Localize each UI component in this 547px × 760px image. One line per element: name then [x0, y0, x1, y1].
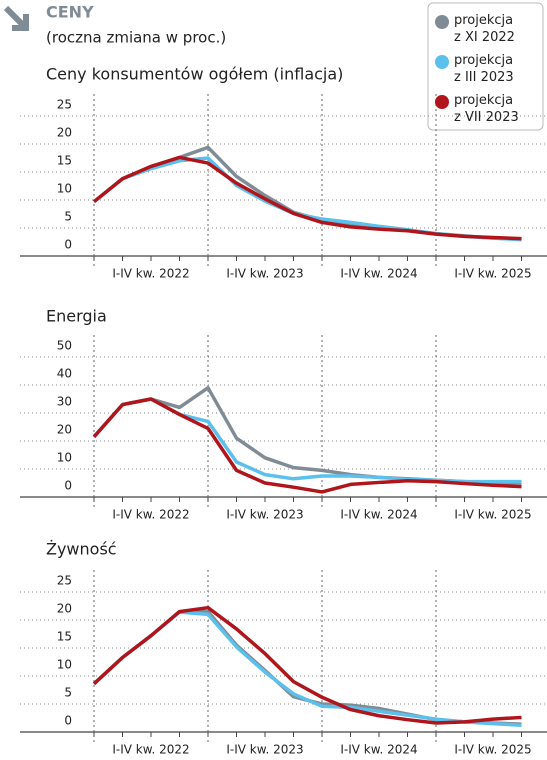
arrow-icon — [3, 5, 29, 31]
x-group-label: I-IV kw. 2024 — [340, 508, 417, 522]
series-line — [92, 156, 522, 242]
series-line — [92, 605, 522, 725]
series-line — [92, 397, 522, 494]
x-group-label: I-IV kw. 2024 — [340, 743, 417, 757]
y-tick-label: 10 — [57, 182, 72, 196]
y-tick-label: 20 — [57, 602, 72, 616]
y-tick-label: 20 — [57, 126, 72, 140]
y-tick-label: 25 — [57, 574, 72, 588]
y-tick-label: 50 — [57, 339, 72, 353]
y-tick-label: 10 — [57, 451, 72, 465]
header-title: CENY — [46, 3, 94, 22]
y-tick-label: 0 — [64, 479, 72, 493]
y-tick-label: 5 — [64, 210, 72, 224]
legend-label: projekcja z VII 2023 — [454, 93, 519, 125]
x-group-label: I-IV kw. 2022 — [112, 508, 189, 522]
legend-box — [427, 2, 544, 131]
series-line — [92, 155, 522, 241]
y-tick-label: 0 — [64, 238, 72, 252]
legend-marker — [435, 55, 449, 69]
x-group-label: I-IV kw. 2022 — [112, 267, 189, 281]
legend-label: projekcja z III 2023 — [454, 53, 517, 85]
chart-title: Żywność — [46, 540, 117, 559]
y-tick-label: 15 — [57, 630, 72, 644]
y-tick-label: 10 — [57, 658, 72, 672]
y-tick-label: 40 — [57, 367, 72, 381]
x-group-label: I-IV kw. 2025 — [454, 743, 531, 757]
chart-title: Ceny konsumentów ogółem (inflacja) — [46, 65, 343, 84]
x-group-label: I-IV kw. 2023 — [226, 743, 303, 757]
x-group-label: I-IV kw. 2023 — [226, 508, 303, 522]
x-group-label: I-IV kw. 2024 — [340, 267, 417, 281]
y-tick-label: 20 — [57, 423, 72, 437]
x-group-label: I-IV kw. 2025 — [454, 508, 531, 522]
header-subtitle: (roczna zmiana w proc.) — [46, 29, 226, 47]
series-line — [92, 145, 522, 241]
legend-label: projekcja z XI 2022 — [454, 13, 517, 45]
y-tick-label: 0 — [64, 714, 72, 728]
y-tick-label: 5 — [64, 686, 72, 700]
y-tick-label: 30 — [57, 395, 72, 409]
x-group-label: I-IV kw. 2025 — [454, 267, 531, 281]
y-tick-label: 25 — [57, 98, 72, 112]
chart-title: Energia — [46, 307, 107, 326]
legend-marker — [435, 95, 449, 109]
legend-marker — [435, 15, 449, 29]
y-tick-label: 15 — [57, 154, 72, 168]
x-group-label: I-IV kw. 2022 — [112, 743, 189, 757]
x-group-label: I-IV kw. 2023 — [226, 267, 303, 281]
